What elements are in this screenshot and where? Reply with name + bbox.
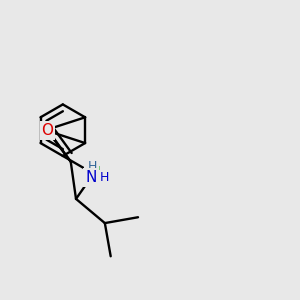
- Text: O: O: [41, 123, 53, 138]
- Text: Cl: Cl: [86, 166, 101, 181]
- Text: N: N: [85, 170, 97, 185]
- Text: H: H: [100, 171, 109, 184]
- Text: H: H: [88, 160, 98, 173]
